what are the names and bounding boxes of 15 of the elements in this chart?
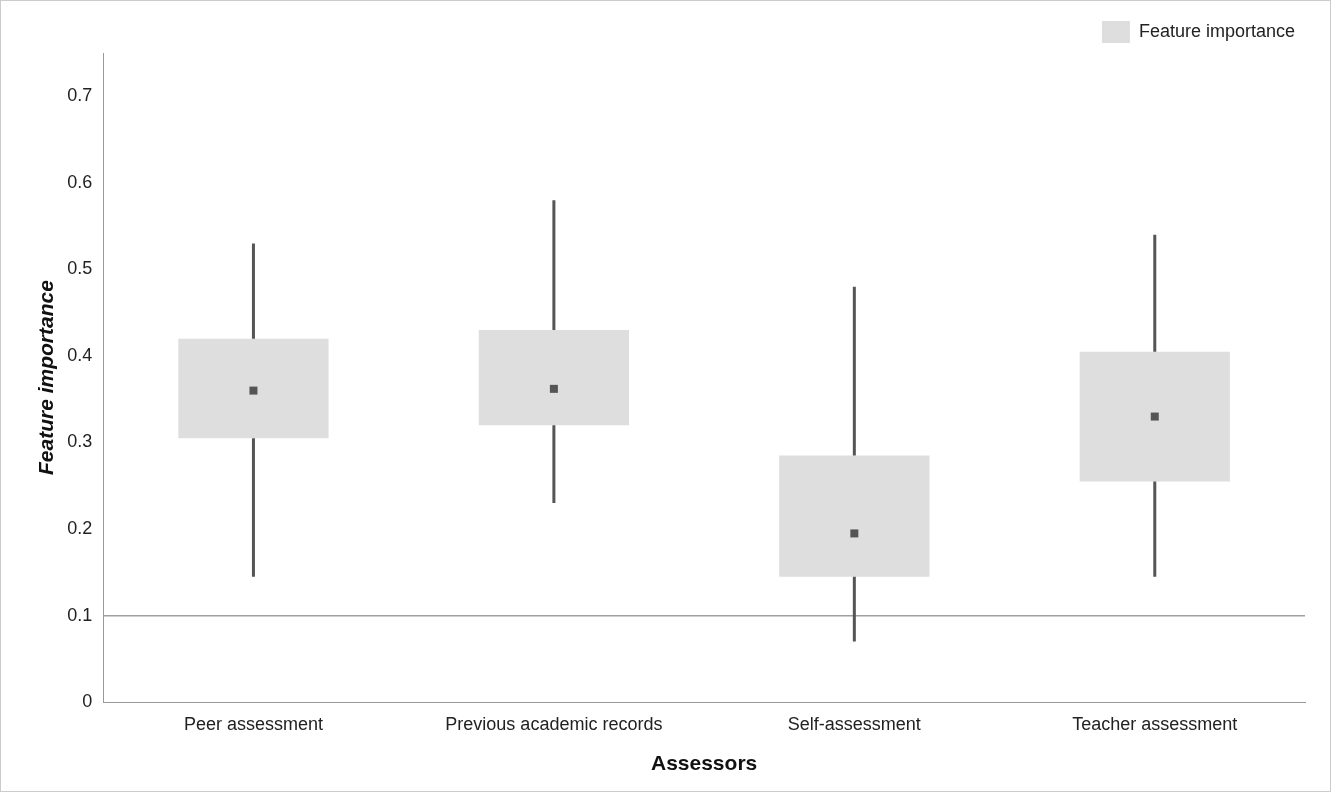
y-tick-label: 0.5 bbox=[67, 258, 93, 279]
x-tick-label: Peer assessment bbox=[183, 713, 323, 734]
y-tick-label: 0.2 bbox=[67, 518, 93, 539]
x-tick-label: Teacher assessment bbox=[1072, 713, 1238, 734]
y-tick-label: 0.4 bbox=[67, 344, 93, 365]
legend-label: Feature importance bbox=[1138, 20, 1295, 41]
y-tick-label: 0.6 bbox=[67, 171, 93, 192]
y-tick-label: 0.7 bbox=[67, 85, 93, 106]
y-tick-label: 0.1 bbox=[67, 604, 93, 625]
y-tick-label: 0 bbox=[82, 691, 93, 712]
y-axis-title: Feature importance bbox=[34, 279, 58, 476]
x-axis-title: Assessors bbox=[650, 751, 758, 775]
y-tick-label: 0.3 bbox=[67, 431, 93, 452]
x-tick-label: Self-assessment bbox=[787, 713, 921, 734]
x-tick-label: Previous academic records bbox=[445, 713, 663, 734]
